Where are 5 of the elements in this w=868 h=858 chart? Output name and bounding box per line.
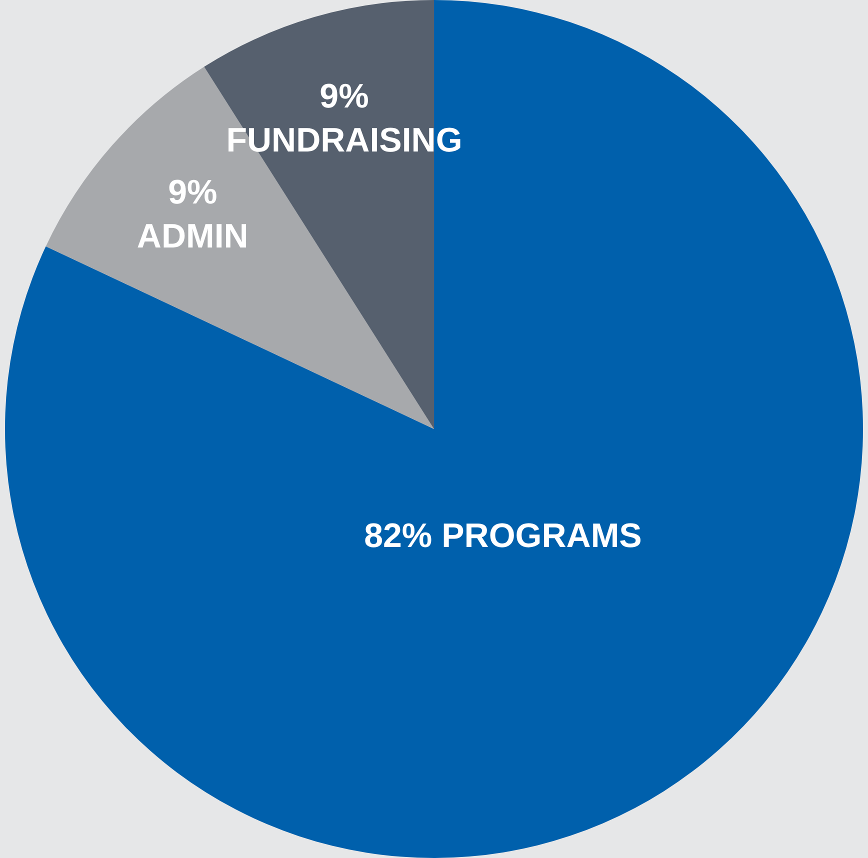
data-label: 9% bbox=[168, 174, 218, 212]
data-label: 9% bbox=[320, 77, 369, 116]
slice-label: FUNDRAISING bbox=[226, 121, 462, 160]
slice-label: 82% PROGRAMS bbox=[364, 517, 642, 556]
slice-label: ADMIN bbox=[136, 218, 248, 256]
